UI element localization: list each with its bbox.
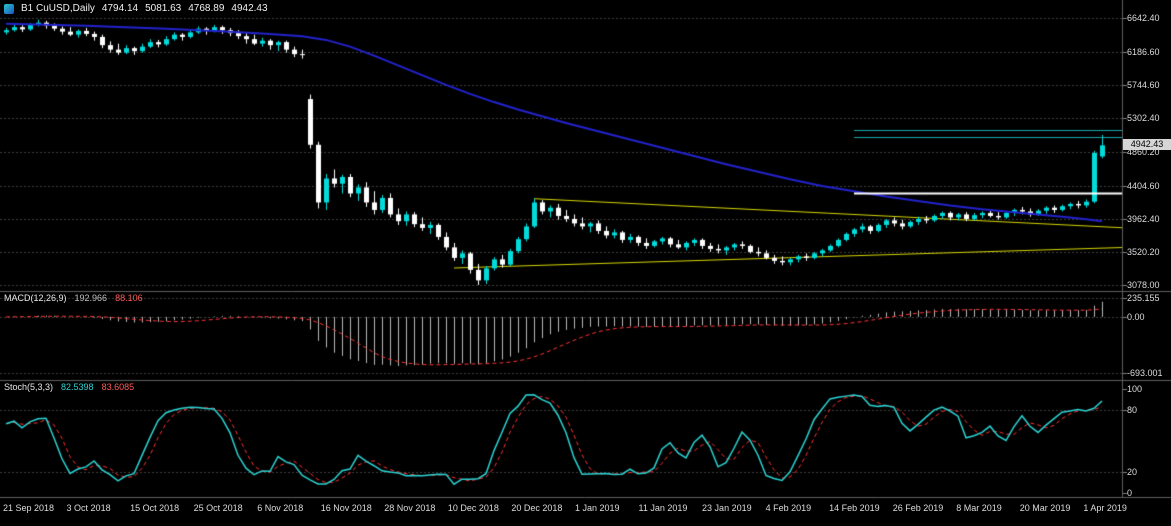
macd-axis-label: -693.001 — [1127, 368, 1163, 378]
time-axis-label: 23 Jan 2019 — [702, 503, 752, 513]
time-axis-label: 21 Sep 2018 — [3, 503, 55, 513]
stoch-pane-label: Stoch(5,3,3) 82.5398 83.6085 — [4, 382, 134, 392]
ohlc-high-value: 5081.63 — [145, 3, 182, 14]
stoch-axis-label: 0 — [1127, 488, 1133, 498]
price-axis-label: 3078.00 — [1127, 280, 1160, 290]
time-axis-label: 28 Nov 2018 — [384, 503, 436, 513]
time-axis-label: 4 Feb 2019 — [765, 503, 812, 513]
price-axis-label: 4860.20 — [1127, 147, 1160, 157]
stoch-axis-label: 20 — [1127, 467, 1138, 477]
time-axis-label: 16 Nov 2018 — [320, 503, 372, 513]
ohlc-open-value: 4794.14 — [101, 3, 139, 14]
time-axis-label: 25 Oct 2018 — [193, 503, 243, 513]
time-axis-label: 20 Mar 2019 — [1019, 503, 1071, 513]
time-axis-label: 10 Dec 2018 — [447, 503, 499, 513]
time-axis-label: 6 Nov 2018 — [257, 503, 304, 513]
macd-main-value: 192.966 — [74, 293, 108, 303]
time-axis-label: 20 Dec 2018 — [511, 503, 563, 513]
time-axis-label: 3 Oct 2018 — [66, 503, 111, 513]
time-axis-label: 8 Mar 2019 — [956, 503, 1002, 513]
stoch-axis-label: 100 — [1127, 384, 1143, 394]
macd-pane-label: MACD(12,26,9) 192.966 88.106 — [4, 293, 143, 303]
symbol-period-label: B1 CuUSD,Daily — [21, 3, 95, 14]
chart-title: B1 CuUSD,Daily 4794.14 5081.63 4768.89 4… — [4, 3, 268, 14]
time-axis-label: 11 Jan 2019 — [638, 503, 688, 513]
time-axis-label: 1 Apr 2019 — [1083, 503, 1127, 513]
macd-axis-label: 0.00 — [1127, 312, 1145, 322]
ohlc-low-value: 4768.89 — [188, 3, 225, 14]
price-axis-label: 3520.20 — [1127, 247, 1160, 257]
stoch-indicator-name: Stoch(5,3,3) — [4, 382, 54, 392]
time-axis-label: 1 Jan 2019 — [574, 503, 620, 513]
time-axis-label: 14 Feb 2019 — [829, 503, 880, 513]
price-axis-label: 5744.60 — [1127, 80, 1160, 90]
time-axis-label: 26 Feb 2019 — [892, 503, 944, 513]
price-axis-label: 4404.60 — [1127, 181, 1160, 191]
macd-axis-label: 235.155 — [1127, 293, 1160, 303]
price-axis-label: 6642.40 — [1127, 13, 1160, 23]
macd-signal-value: 88.106 — [115, 293, 143, 303]
time-axis-label: 15 Oct 2018 — [130, 503, 180, 513]
stoch-k-value: 82.5398 — [61, 382, 94, 392]
price-axis-label: 6186.60 — [1127, 47, 1160, 57]
current-price-tag: 4942.43 — [1123, 139, 1171, 150]
instrument-icon — [4, 3, 14, 14]
stoch-axis-label: 80 — [1127, 405, 1138, 415]
price-axis-label: 3962.40 — [1127, 214, 1160, 224]
stoch-d-value: 83.6085 — [101, 382, 135, 392]
macd-indicator-name: MACD(12,26,9) — [4, 293, 67, 303]
ohlc-close-value: 4942.43 — [231, 3, 268, 14]
price-axis-label: 5302.40 — [1127, 113, 1160, 123]
